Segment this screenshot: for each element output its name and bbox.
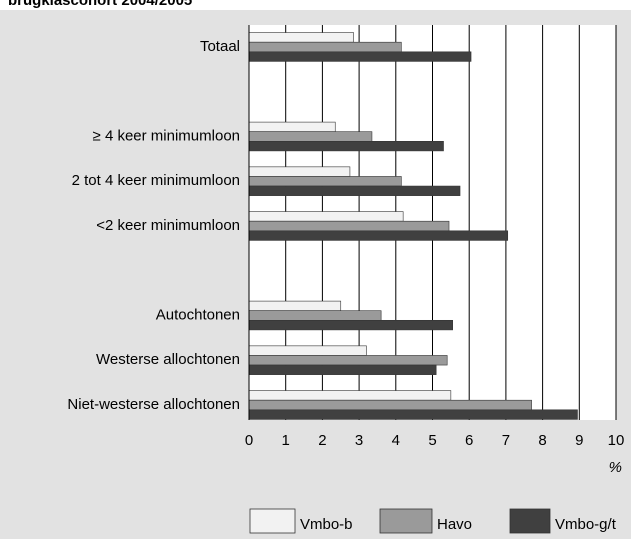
bar (248, 364, 437, 375)
y-tick-label: 2 tot 4 keer minimumloon (72, 172, 240, 189)
y-tick-label: Niet-westerse allochtonen (67, 396, 240, 413)
x-tick-label: 8 (538, 432, 546, 449)
y-tick-label: <2 keer minimumloon (96, 217, 240, 234)
x-tick-label: 6 (465, 432, 473, 449)
bar (248, 319, 453, 331)
x-tick-label: 10 (608, 432, 625, 449)
bar (248, 345, 367, 356)
legend-swatch (249, 508, 296, 534)
bar (248, 176, 402, 187)
bar (248, 409, 578, 420)
bar (248, 220, 450, 232)
x-tick-label: 7 (502, 432, 510, 449)
bar (248, 121, 336, 132)
bar (248, 41, 402, 53)
legend-swatch (509, 508, 551, 534)
bar (248, 166, 351, 177)
x-axis-label: % (609, 459, 622, 476)
y-tick-label: Autochtonen (156, 306, 240, 323)
bar (248, 131, 373, 142)
bar (248, 300, 342, 312)
bar (248, 230, 509, 241)
bar (248, 185, 461, 196)
legend-label: Vmbo-g/t (555, 516, 617, 533)
x-tick-label: 5 (428, 432, 436, 449)
legend-swatch (379, 508, 433, 534)
bar (248, 211, 404, 222)
x-tick-label: 9 (575, 432, 583, 449)
bar (248, 390, 452, 401)
x-tick-label: 2 (318, 432, 326, 449)
x-tick-label: 0 (245, 432, 253, 449)
chart-title: brugklascohort 2004/2005 (8, 0, 192, 9)
y-tick-label: Totaal (200, 38, 240, 55)
x-tick-label: 3 (355, 432, 363, 449)
bar (248, 310, 382, 321)
bar (248, 399, 532, 411)
legend-label: Vmbo-b (300, 516, 353, 533)
y-tick-label: Westerse allochtonen (96, 351, 240, 368)
bar (248, 355, 448, 366)
x-tick-label: 4 (392, 432, 400, 449)
y-tick-label: ≥ 4 keer minimumloon (93, 127, 240, 144)
x-tick-label: 1 (282, 432, 290, 449)
bar (248, 141, 444, 152)
bar (248, 51, 472, 62)
bar (248, 32, 354, 43)
legend-label: Havo (437, 516, 472, 533)
